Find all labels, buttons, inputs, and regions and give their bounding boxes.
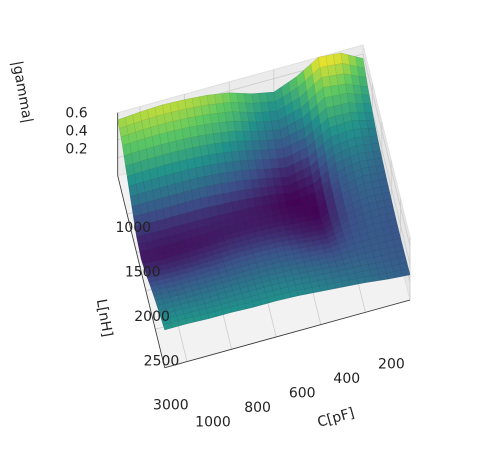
surface-patch bbox=[356, 144, 366, 154]
surface-patch bbox=[267, 295, 277, 304]
y-tick-label: 2500 bbox=[144, 353, 180, 369]
surface-patch bbox=[359, 159, 369, 169]
surface-patch bbox=[326, 105, 336, 119]
surface bbox=[117, 52, 411, 331]
surface-patch bbox=[321, 75, 331, 88]
x-tick-label: 600 bbox=[289, 385, 316, 401]
axis-line bbox=[164, 299, 411, 369]
y-tick-label: 1000 bbox=[115, 220, 151, 236]
surface-patch bbox=[318, 55, 328, 68]
z-tick-label: 0.4 bbox=[65, 124, 87, 140]
axis-line bbox=[117, 175, 166, 368]
y-axis-label: L[nH] bbox=[93, 298, 115, 338]
x-tick-label: 1000 bbox=[195, 414, 231, 430]
y-tick-label: 1500 bbox=[125, 265, 161, 281]
surface-patch bbox=[324, 95, 334, 109]
surface-patch bbox=[322, 85, 333, 98]
x-tick-label: 400 bbox=[333, 371, 360, 387]
y-tick-label: 2000 bbox=[134, 309, 170, 325]
surface-patch bbox=[319, 65, 330, 78]
plot-area: 1000 1500 2000 2500 3000 200 400 600 800 1000 0.2 0… bbox=[65, 44, 411, 430]
y-tick-label: 3000 bbox=[153, 398, 189, 414]
x-tick-label: 800 bbox=[244, 400, 271, 416]
x-tick-label: 200 bbox=[378, 356, 405, 372]
grid-line bbox=[362, 53, 411, 247]
surface-patch bbox=[357, 152, 368, 162]
x-axis-label: C[pF] bbox=[316, 405, 357, 431]
z-tick-label: 0.6 bbox=[65, 106, 87, 122]
z-tick-label: 0.2 bbox=[65, 142, 87, 158]
surface-patch bbox=[154, 104, 165, 117]
z-axis-label: |gamma| bbox=[9, 60, 36, 125]
surface-patch bbox=[177, 318, 188, 326]
surface-patch bbox=[360, 167, 371, 177]
surface-patch bbox=[222, 307, 232, 315]
